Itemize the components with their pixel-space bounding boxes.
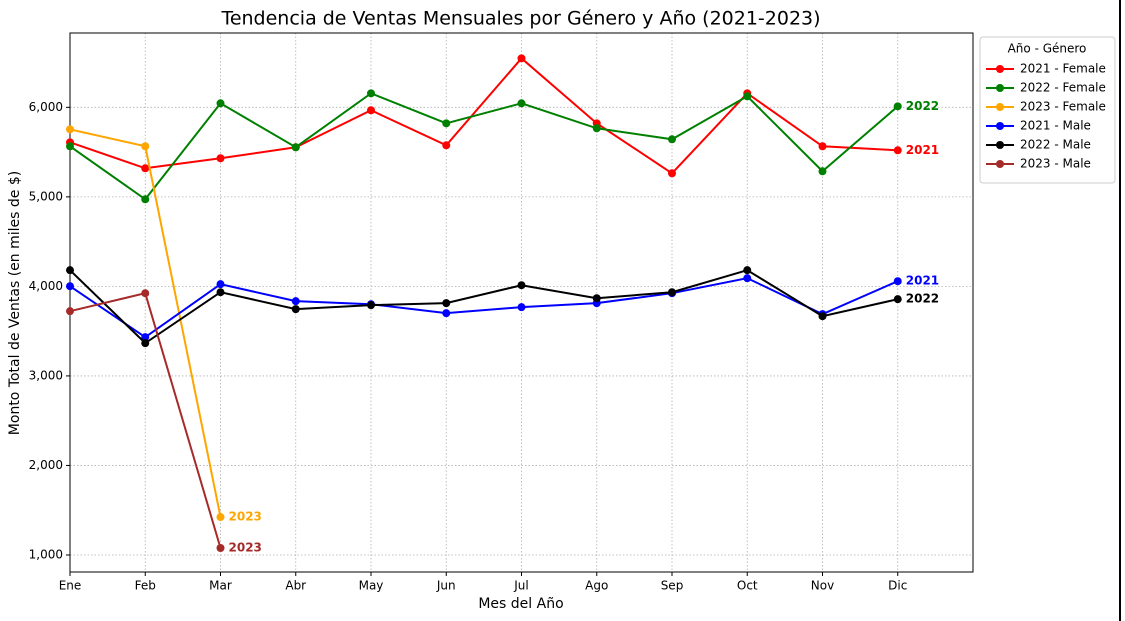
data-point <box>517 54 526 63</box>
data-point <box>668 169 676 178</box>
series-line <box>69 92 899 201</box>
series-line <box>69 277 899 339</box>
data-point <box>141 142 150 151</box>
data-point <box>66 307 74 316</box>
chart-title: Tendencia de Ventas Mensuales por Género… <box>220 8 820 30</box>
x-axis-label: Mes del Año <box>478 596 563 612</box>
data-point <box>216 280 225 289</box>
x-tick-label: Abr <box>285 579 306 593</box>
data-point <box>893 146 902 155</box>
legend-marker <box>996 141 1004 149</box>
data-point <box>818 167 827 176</box>
data-point <box>367 89 375 98</box>
data-point <box>216 99 225 108</box>
data-point <box>141 195 150 204</box>
end-label: 2023 <box>229 541 262 555</box>
data-point <box>291 305 300 314</box>
data-point <box>291 297 300 306</box>
series-line <box>69 56 898 175</box>
data-point <box>442 119 451 128</box>
x-tick-label: Dic <box>888 579 907 593</box>
x-tick-label: Sep <box>661 579 684 593</box>
data-point <box>442 309 451 318</box>
x-tick-label: Ago <box>585 579 608 593</box>
legend-title: Año - Género <box>1008 42 1087 56</box>
data-point <box>592 294 601 303</box>
legend-label: 2022 - Male <box>1020 138 1091 152</box>
data-point <box>517 99 526 108</box>
data-point <box>442 141 451 150</box>
data-point <box>66 142 74 151</box>
data-point <box>592 124 601 133</box>
data-point <box>743 92 752 101</box>
data-point <box>216 288 225 297</box>
data-point <box>66 266 74 275</box>
data-point <box>367 301 375 310</box>
legend-marker <box>996 84 1004 92</box>
data-point <box>818 312 827 321</box>
data-point <box>668 135 676 144</box>
legend-label: 2023 - Male <box>1020 157 1091 171</box>
data-point <box>743 266 752 275</box>
data-point <box>216 513 225 522</box>
x-tick-label: Jul <box>513 579 528 593</box>
x-tick-label: May <box>359 579 384 593</box>
end-label: 2021 <box>906 143 939 157</box>
y-tick-label: 1,000 <box>29 547 63 561</box>
legend-label: 2021 - Female <box>1020 62 1106 76</box>
legend-marker <box>996 65 1004 73</box>
legend-marker <box>996 160 1004 168</box>
data-point <box>141 164 150 173</box>
data-point <box>893 277 902 286</box>
data-point <box>367 106 375 115</box>
legend-label: 2022 - Female <box>1020 81 1106 95</box>
legend-label: 2021 - Male <box>1020 119 1091 133</box>
data-point <box>818 142 827 151</box>
data-point <box>442 299 451 308</box>
x-tick-label: Oct <box>737 579 758 593</box>
data-point <box>893 295 902 304</box>
x-tick-label: Ene <box>59 579 82 593</box>
y-axis-label: Monto Total de Ventas (en miles de $) <box>7 171 23 435</box>
x-tick-label: Mar <box>209 579 232 593</box>
legend-marker <box>996 122 1004 130</box>
end-label: 2023 <box>229 510 262 524</box>
data-point <box>743 274 752 283</box>
data-point <box>216 154 225 163</box>
x-tick-label: Feb <box>135 579 156 593</box>
data-point <box>517 281 526 290</box>
data-point <box>66 125 74 134</box>
data-point <box>141 289 150 298</box>
data-point <box>216 544 225 553</box>
plot-frame <box>69 32 974 573</box>
data-point <box>893 102 902 111</box>
y-tick-label: 3,000 <box>29 368 63 382</box>
y-tick-label: 5,000 <box>29 189 63 203</box>
x-tick-label: Jun <box>436 579 456 593</box>
end-label: 2022 <box>906 99 939 113</box>
x-tick-label: Nov <box>811 579 834 593</box>
data-point <box>141 333 150 342</box>
end-label: 2022 <box>906 292 939 306</box>
data-point <box>668 288 676 297</box>
legend-label: 2023 - Female <box>1020 100 1106 114</box>
y-tick-label: 4,000 <box>29 279 63 293</box>
data-point <box>291 143 300 152</box>
legend-box <box>979 36 1116 184</box>
y-tick-label: 2,000 <box>29 458 63 472</box>
data-point <box>517 303 526 312</box>
y-tick-label: 6,000 <box>29 100 63 114</box>
end-label: 2021 <box>906 274 939 288</box>
series-line <box>69 269 898 345</box>
data-point <box>141 339 150 348</box>
legend-marker <box>996 103 1004 111</box>
data-point <box>66 282 74 291</box>
